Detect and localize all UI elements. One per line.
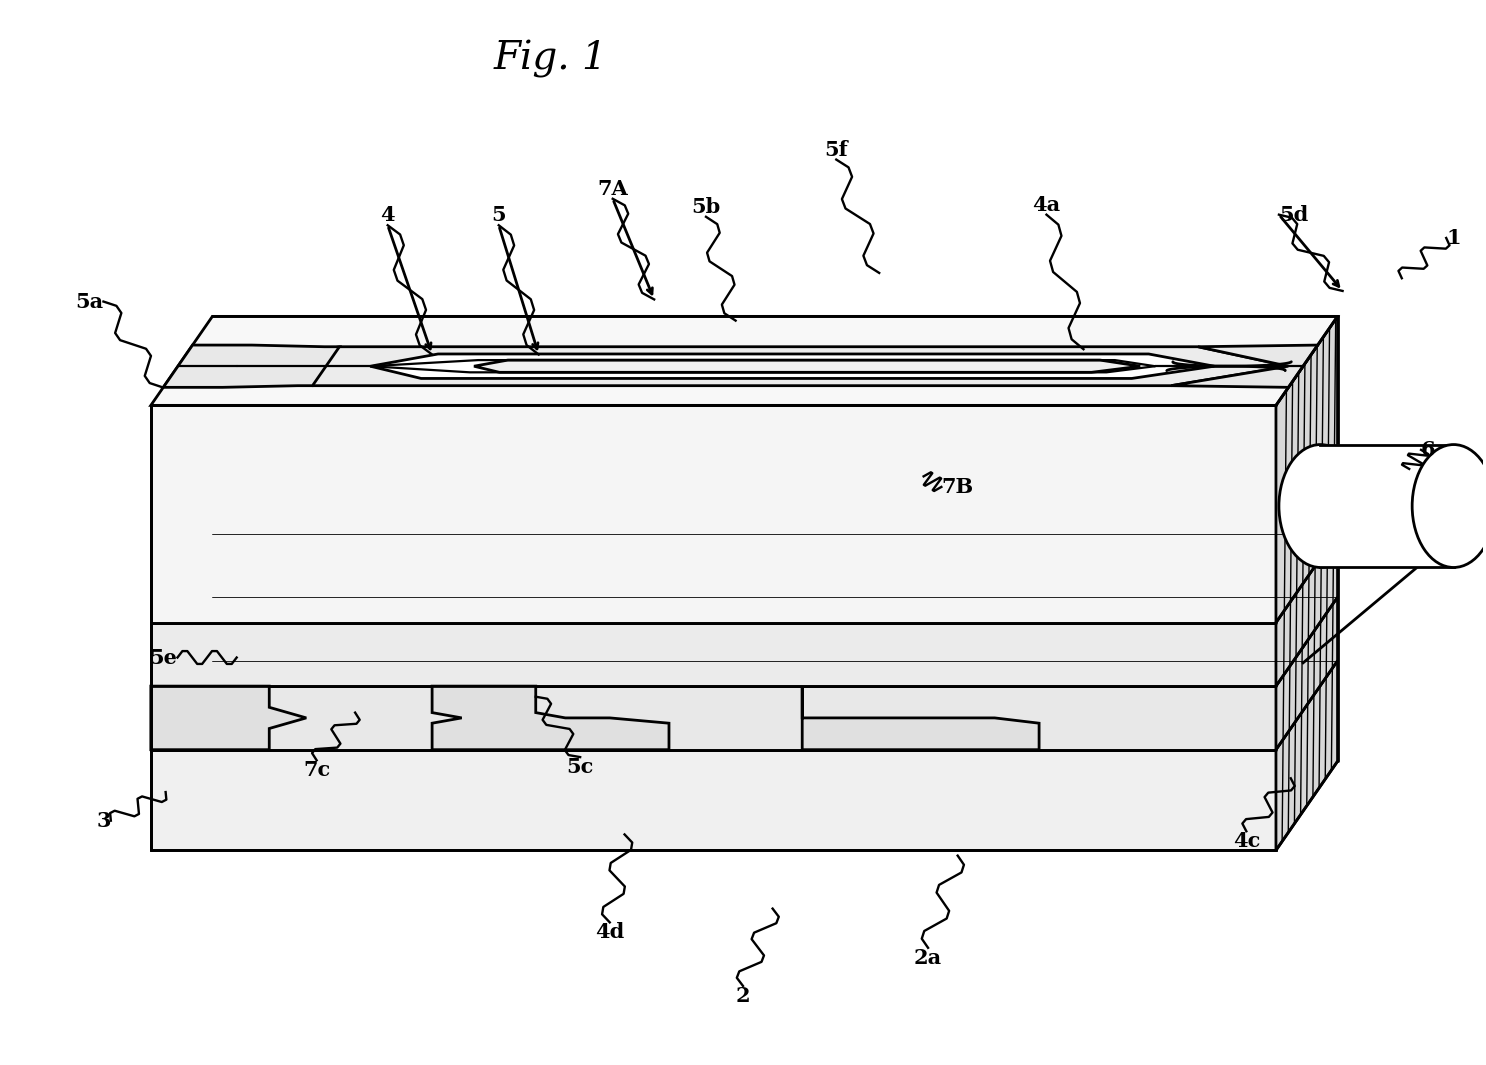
Text: 4a: 4a xyxy=(1033,195,1061,215)
Polygon shape xyxy=(163,345,339,388)
Polygon shape xyxy=(370,354,1214,378)
Polygon shape xyxy=(150,750,1276,850)
Polygon shape xyxy=(1276,660,1337,850)
Polygon shape xyxy=(150,686,306,750)
Text: 7A: 7A xyxy=(597,179,629,199)
Ellipse shape xyxy=(1412,444,1486,568)
Text: 7B: 7B xyxy=(941,477,973,497)
Text: 4: 4 xyxy=(380,206,395,226)
Polygon shape xyxy=(150,686,1276,750)
Text: Fig. 1: Fig. 1 xyxy=(493,39,608,78)
Text: 4c: 4c xyxy=(1233,832,1260,851)
Text: 5a: 5a xyxy=(76,292,104,312)
Polygon shape xyxy=(432,686,669,750)
Polygon shape xyxy=(474,360,1140,373)
Text: 5f: 5f xyxy=(825,140,849,160)
Polygon shape xyxy=(150,623,1276,686)
Text: 5e: 5e xyxy=(150,648,177,668)
Text: 5d: 5d xyxy=(1279,204,1308,225)
Polygon shape xyxy=(1276,316,1337,623)
Text: 5: 5 xyxy=(492,206,507,226)
Text: 2: 2 xyxy=(736,986,750,1006)
Polygon shape xyxy=(1171,345,1318,388)
Text: 5b: 5b xyxy=(691,197,721,217)
Text: 3: 3 xyxy=(97,810,111,831)
Polygon shape xyxy=(238,347,1288,386)
Polygon shape xyxy=(1276,534,1337,686)
Text: 2a: 2a xyxy=(914,948,942,968)
Text: 1: 1 xyxy=(1446,228,1461,248)
Ellipse shape xyxy=(1279,444,1361,568)
Text: 5c: 5c xyxy=(566,757,594,777)
Polygon shape xyxy=(1276,597,1337,750)
Text: 4d: 4d xyxy=(594,922,624,943)
Text: 6: 6 xyxy=(1421,440,1435,460)
Polygon shape xyxy=(802,686,1039,750)
Polygon shape xyxy=(150,316,1337,406)
Text: 7c: 7c xyxy=(303,760,330,781)
Polygon shape xyxy=(150,406,1276,623)
